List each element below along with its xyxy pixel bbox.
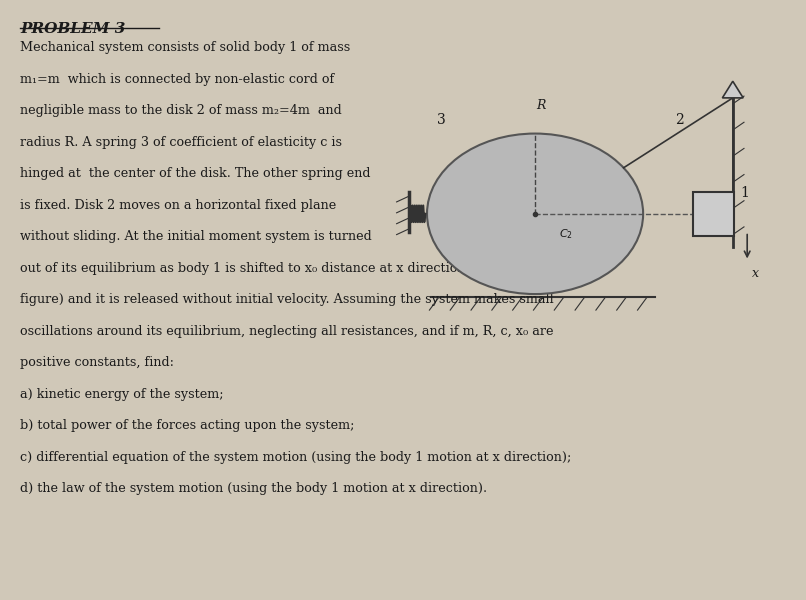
Polygon shape (722, 81, 743, 98)
Text: c) differential equation of the system motion (using the body 1 motion at x dire: c) differential equation of the system m… (20, 451, 571, 464)
Text: R: R (536, 99, 546, 112)
Text: is fixed. Disk 2 moves on a horizontal fixed plane: is fixed. Disk 2 moves on a horizontal f… (20, 199, 337, 212)
Text: x: x (752, 268, 758, 280)
Text: 1: 1 (741, 186, 750, 200)
Text: hinged at  the center of the disk. The other spring end: hinged at the center of the disk. The ot… (20, 167, 371, 181)
Text: 3: 3 (437, 113, 446, 127)
Text: Mechanical system consists of solid body 1 of mass: Mechanical system consists of solid body… (20, 41, 351, 55)
Text: 2: 2 (675, 113, 683, 127)
Text: PROBLEM 3: PROBLEM 3 (20, 22, 126, 36)
Text: without sliding. At the initial moment system is turned: without sliding. At the initial moment s… (20, 230, 372, 244)
Text: oscillations around its equilibrium, neglecting all resistances, and if m, R, c,: oscillations around its equilibrium, neg… (20, 325, 554, 338)
FancyBboxPatch shape (693, 191, 734, 236)
Text: d) the law of the system motion (using the body 1 motion at x direction).: d) the law of the system motion (using t… (20, 482, 488, 496)
Text: positive constants, find:: positive constants, find: (20, 356, 174, 370)
Text: b) total power of the forces acting upon the system;: b) total power of the forces acting upon… (20, 419, 355, 433)
Circle shape (427, 134, 643, 294)
Text: m₁=m  which is connected by non-elastic cord of: m₁=m which is connected by non-elastic c… (20, 73, 334, 86)
Text: a) kinetic energy of the system;: a) kinetic energy of the system; (20, 388, 224, 401)
Text: $C_2$: $C_2$ (559, 227, 573, 241)
Text: radius R. A spring 3 of coefficient of elasticity c is: radius R. A spring 3 of coefficient of e… (20, 136, 343, 149)
Text: figure) and it is released without initial velocity. Assuming the system makes s: figure) and it is released without initi… (20, 293, 555, 307)
Text: negligible mass to the disk 2 of mass m₂=4m  and: negligible mass to the disk 2 of mass m₂… (20, 104, 342, 118)
Text: out of its equilibrium as body 1 is shifted to x₀ distance at x direction (accor: out of its equilibrium as body 1 is shif… (20, 262, 580, 275)
